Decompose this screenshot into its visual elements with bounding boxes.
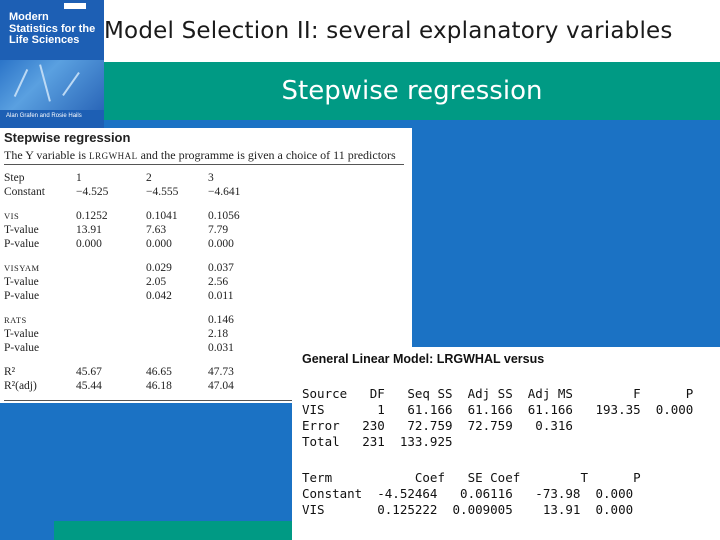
- row-label: P-value: [4, 290, 40, 302]
- table-cell: 1: [76, 172, 82, 184]
- table-cell: 2: [146, 172, 152, 184]
- intro-text: The Y variable is: [4, 148, 90, 162]
- intro-variable: LRGWHAL: [89, 151, 138, 161]
- coef-line: Term Coef SE Coef T P: [302, 470, 641, 485]
- table-row: Constant −4.525 −4.555 −4.641: [0, 186, 412, 199]
- table-cell: 0.042: [146, 290, 172, 302]
- row-label: R²(adj): [4, 380, 37, 392]
- table-row: RATS 0.146: [0, 314, 412, 327]
- anova-line: Source DF Seq SS Adj SS Adj MS F P: [302, 386, 694, 401]
- coef-line: VIS 0.125222 0.009005 13.91 0.000: [302, 502, 634, 517]
- book-title-line: Life Sciences: [9, 34, 80, 46]
- table-cell: 2.56: [208, 276, 229, 288]
- row-label: T-value: [4, 328, 39, 340]
- row-label: VIS: [4, 211, 20, 221]
- table-cell: 7.63: [146, 224, 167, 236]
- table-row: T-value 13.91 7.63 7.79: [0, 224, 412, 237]
- row-label: P-value: [4, 238, 40, 250]
- row-label: Step: [4, 172, 25, 184]
- table-cell: 45.67: [76, 366, 102, 378]
- anova-line: Error 230 72.759 72.759 0.316: [302, 418, 573, 433]
- table-rule: [4, 164, 404, 165]
- book-title: Modern Statistics for the Life Sciences: [9, 11, 96, 47]
- table-cell: 46.65: [146, 366, 172, 378]
- table-row: T-value 2.05 2.56: [0, 276, 412, 289]
- row-label: P-value: [4, 342, 40, 354]
- table-cell: −4.555: [146, 186, 179, 198]
- table-cell: 0.1252: [76, 210, 108, 222]
- table-row: P-value 0.042 0.011: [0, 290, 412, 303]
- table-row: T-value 2.18: [0, 328, 412, 341]
- excerpt-intro: The Y variable is LRGWHAL and the progra…: [4, 148, 396, 163]
- book-title-line: Statistics for the: [9, 22, 96, 35]
- row-label: RATS: [4, 315, 27, 325]
- table-cell: −4.525: [76, 186, 109, 198]
- table-cell: 0.000: [76, 238, 102, 250]
- row-label: Constant: [4, 186, 45, 198]
- table-cell: 46.18: [146, 380, 172, 392]
- table-cell: 0.037: [208, 262, 234, 274]
- table-cell: 45.44: [76, 380, 102, 392]
- table-cell: 0.146: [208, 314, 234, 326]
- row-label: VISYAM: [4, 263, 40, 273]
- publisher-logo: [64, 3, 86, 9]
- table-cell: 2.18: [208, 328, 229, 340]
- decorative-bar: [54, 521, 299, 540]
- table-row: R² 45.67 46.65 47.73: [0, 366, 412, 379]
- cover-artwork: [0, 60, 104, 110]
- book-cover-image: Modern Statistics for the Life Sciences …: [0, 0, 104, 128]
- row-label: T-value: [4, 224, 39, 236]
- book-authors: Alan Grafen and Rosie Hails: [6, 113, 82, 119]
- book-title-line: Modern: [9, 11, 49, 23]
- table-cell: 0.029: [146, 262, 172, 274]
- title-bar: [0, 0, 720, 62]
- table-cell: 7.79: [208, 224, 229, 236]
- row-label: T-value: [4, 276, 39, 288]
- table-cell: 13.91: [76, 224, 102, 236]
- row-label: R²: [4, 366, 16, 378]
- anova-line: VIS 1 61.166 61.166 61.166 193.35 0.000: [302, 402, 694, 417]
- table-cell: 47.04: [208, 380, 234, 392]
- table-cell: 0.000: [146, 238, 172, 250]
- table-cell: 47.73: [208, 366, 234, 378]
- table-row: VISYAM 0.029 0.037: [0, 262, 412, 275]
- coef-line: Constant -4.52464 0.06116 -73.98 0.000: [302, 486, 634, 501]
- table-cell: 0.031: [208, 342, 234, 354]
- table-cell: 2.05: [146, 276, 167, 288]
- table-row: P-value 0.031: [0, 342, 412, 355]
- table-cell: −4.641: [208, 186, 241, 198]
- slide-subtitle: Stepwise regression: [281, 76, 543, 106]
- slide-title: Model Selection II: several explanatory …: [104, 18, 673, 44]
- table-row: VIS 0.1252 0.1041 0.1056: [0, 210, 412, 223]
- excerpt-heading: Stepwise regression: [4, 130, 131, 145]
- table-rule: [4, 400, 404, 401]
- table-row: Step 1 2 3: [0, 172, 412, 185]
- table-row: R²(adj) 45.44 46.18 47.04: [0, 380, 412, 393]
- table-cell: 0.1041: [146, 210, 178, 222]
- table-cell: 3: [208, 172, 214, 184]
- anova-line: Total 231 133.925: [302, 434, 453, 449]
- minitab-output: General Linear Model: LRGWHAL versus Sou…: [292, 347, 720, 540]
- table-row: P-value 0.000 0.000 0.000: [0, 238, 412, 251]
- intro-text: and the programme is given a choice of 1…: [137, 148, 396, 162]
- table-cell: 0.011: [208, 290, 234, 302]
- subtitle-bar: Stepwise regression: [104, 62, 720, 120]
- table-cell: 0.1056: [208, 210, 240, 222]
- minitab-heading: General Linear Model: LRGWHAL versus: [302, 352, 545, 366]
- table-cell: 0.000: [208, 238, 234, 250]
